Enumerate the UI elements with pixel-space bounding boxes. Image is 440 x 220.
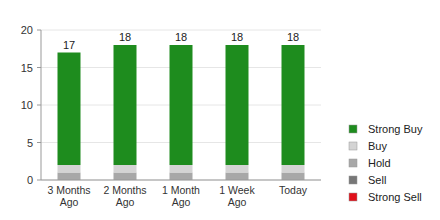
y-tick [37,105,41,106]
bar-segment [114,165,137,173]
x-tick-label: 1 MonthAgo [162,184,200,208]
bar-segment [282,45,305,165]
y-tick-label: 5 [27,137,33,149]
bar-segment [226,45,249,165]
y-axis [41,30,42,180]
y-tick-label: 15 [21,62,33,74]
bar-segment [114,45,137,165]
legend-label: Buy [368,140,387,152]
y-tick-label: 10 [21,99,33,111]
x-axis [41,180,321,181]
y-tick [37,142,41,143]
legend-label: Strong Sell [368,191,422,203]
y-tick [37,30,41,31]
chart-svg: 0 5 10 15 20 17 3 MonthsAgo 18 2 MonthsAgo 18 1 Mo… [0,0,440,220]
legend-swatch [349,193,357,201]
bar-segment [58,53,81,166]
bar-segment [226,165,249,173]
grid-line [41,180,321,181]
bar-segment [226,173,249,181]
total-label: 18 [119,31,131,43]
y-tick-label: 20 [21,24,33,36]
grid: 0 5 10 15 20 [21,24,321,186]
chart-container: 0 5 10 15 20 17 3 MonthsAgo 18 2 MonthsAgo 18 1 Mo… [0,0,440,220]
bar-segment [170,173,193,181]
x-tick-label: 3 MonthsAgo [47,184,90,208]
bars [58,45,305,180]
legend-swatch [349,125,357,133]
legend: Strong Buy Buy Hold Sell Strong Sell [349,123,423,203]
bar-segment [114,173,137,181]
y-tick [37,67,41,68]
legend-label: Strong Buy [368,123,423,135]
labels: 17 3 MonthsAgo 18 2 MonthsAgo 18 1 MonthAgo 18… [47,31,307,208]
bar-segment [170,165,193,173]
bar-segment [58,165,81,173]
legend-label: Hold [368,157,391,169]
legend-swatch [349,176,357,184]
total-label: 18 [287,31,299,43]
y-tick-label: 0 [27,174,33,186]
legend-swatch [349,159,357,167]
total-label: 18 [175,31,187,43]
total-label: 18 [231,31,243,43]
x-tick-label: 1 WeekAgo [219,184,255,208]
legend-label: Sell [368,174,386,186]
y-tick [37,180,41,181]
bar-segment [170,45,193,165]
bar-segment [282,165,305,173]
bar-segment [282,173,305,181]
x-tick-label: Today [279,184,308,196]
x-tick-label: 2 MonthsAgo [103,184,146,208]
bar-segment [58,173,81,181]
total-label: 17 [63,39,75,51]
legend-swatch [349,142,357,150]
